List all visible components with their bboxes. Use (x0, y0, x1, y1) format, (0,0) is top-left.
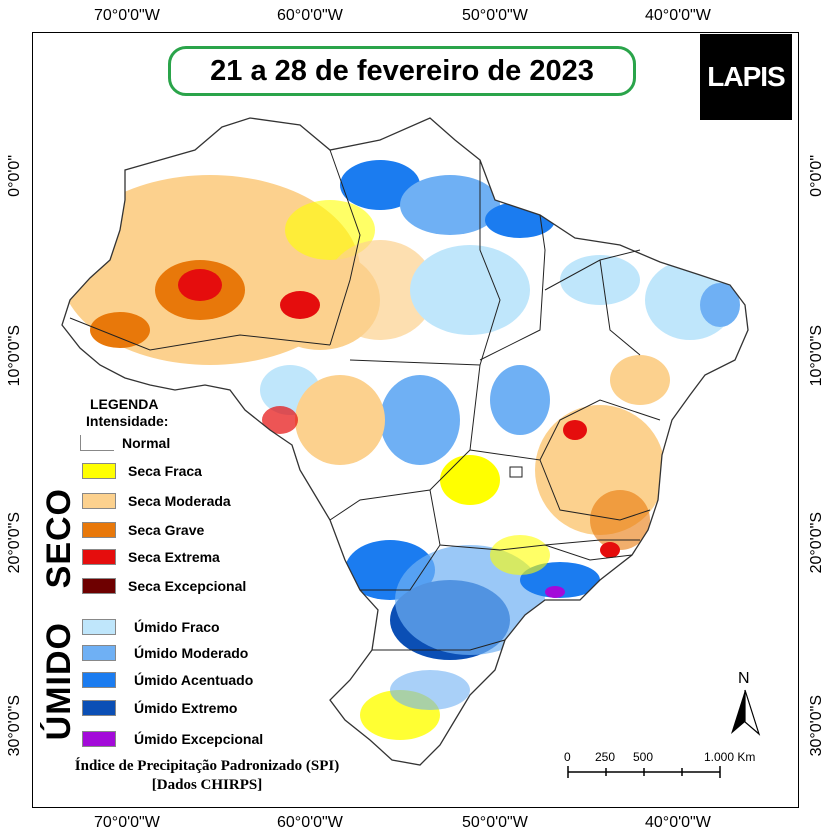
legend-swatch-seca-excepcional (82, 578, 116, 594)
coord-bottom-50w: 50°0'0"W (462, 814, 528, 831)
legend-label-umido-acentuado: Úmido Acentuado (134, 672, 254, 688)
legend-item-umido-fraco: Úmido Fraco (82, 619, 220, 635)
scale-label-0: 0 (564, 750, 571, 764)
legend-item-umido-extremo: Úmido Extremo (82, 700, 237, 716)
coord-top-60w: 60°0'0"W (277, 7, 343, 24)
legend-swatch-umido-fraco (82, 619, 116, 635)
coord-top-70w: 70°0'0"W (94, 7, 160, 24)
legend-swatch-seca-moderada (82, 493, 116, 509)
map-title: 21 a 28 de fevereiro de 2023 (210, 54, 594, 87)
legend-item-seca-moderada: Seca Moderada (82, 493, 231, 509)
scale-label-1000: 1.000 Km (704, 750, 756, 764)
legend-swatch-umido-acentuado (82, 672, 116, 688)
source-line-1: Índice de Precipitação Padronizado (SPI) (74, 758, 340, 774)
legend-item-seca-fraca: Seca Fraca (82, 463, 202, 479)
legend-label-umido-excepcional: Úmido Excepcional (134, 731, 264, 747)
legend-item-umido-moderado: Úmido Moderado (82, 645, 248, 661)
legend-swatch-umido-excepcional (82, 731, 116, 747)
lapis-logo: LAPIS (700, 34, 792, 120)
legend-title: LEGENDA (90, 396, 159, 412)
legend-label-umido-moderado: Úmido Moderado (134, 645, 249, 661)
legend-item-seca-grave: Seca Grave (82, 522, 204, 538)
legend-item-umido-acentuado: Úmido Acentuado (82, 672, 253, 688)
legend-label-normal: Normal (122, 435, 171, 451)
legend-swatch-seca-fraca (82, 463, 116, 479)
legend-wet-group-label: ÚMIDO (40, 622, 78, 741)
legend-dry-group-label: SECO (40, 488, 78, 589)
legend-item-umido-excepcional: Úmido Excepcional (82, 731, 263, 747)
legend-subtitle: Intensidade: (86, 413, 169, 429)
legend-item-normal: Normal (80, 435, 170, 451)
coord-top-50w: 50°0'0"W (462, 7, 528, 24)
north-arrow-label: N (738, 670, 750, 687)
coord-bottom-70w: 70°0'0"W (94, 814, 160, 831)
legend-item-seca-excepcional: Seca Excepcional (82, 578, 246, 594)
legend-label-umido-extremo: Úmido Extremo (134, 700, 238, 716)
map-title-box: 21 a 28 de fevereiro de 2023 (168, 46, 636, 96)
legend-swatch-umido-moderado (82, 645, 116, 661)
coord-top-40w: 40°0'0"W (645, 7, 711, 24)
coord-bottom-60w: 60°0'0"W (277, 814, 343, 831)
legend-swatch-seca-grave (82, 522, 116, 538)
legend-label-seca-fraca: Seca Fraca (128, 463, 202, 479)
legend-label-seca-extrema: Seca Extrema (128, 549, 220, 565)
source-line-2: [Dados CHIRPS] (151, 777, 263, 793)
legend-label-seca-grave: Seca Grave (128, 522, 205, 538)
legend-item-seca-extrema: Seca Extrema (82, 549, 220, 565)
legend-swatch-umido-extremo (82, 700, 116, 716)
legend-swatch-seca-extrema (82, 549, 116, 565)
legend-swatch-normal (80, 435, 114, 451)
legend-label-umido-fraco: Úmido Fraco (134, 619, 220, 635)
coord-bottom-40w: 40°0'0"W (645, 814, 711, 831)
legend-label-seca-excepcional: Seca Excepcional (128, 578, 247, 594)
scale-label-250: 250 (595, 750, 616, 764)
legend-label-seca-moderada: Seca Moderada (128, 493, 231, 509)
scale-label-500: 500 (633, 750, 654, 764)
lapis-logo-text: LAPIS (707, 61, 785, 92)
